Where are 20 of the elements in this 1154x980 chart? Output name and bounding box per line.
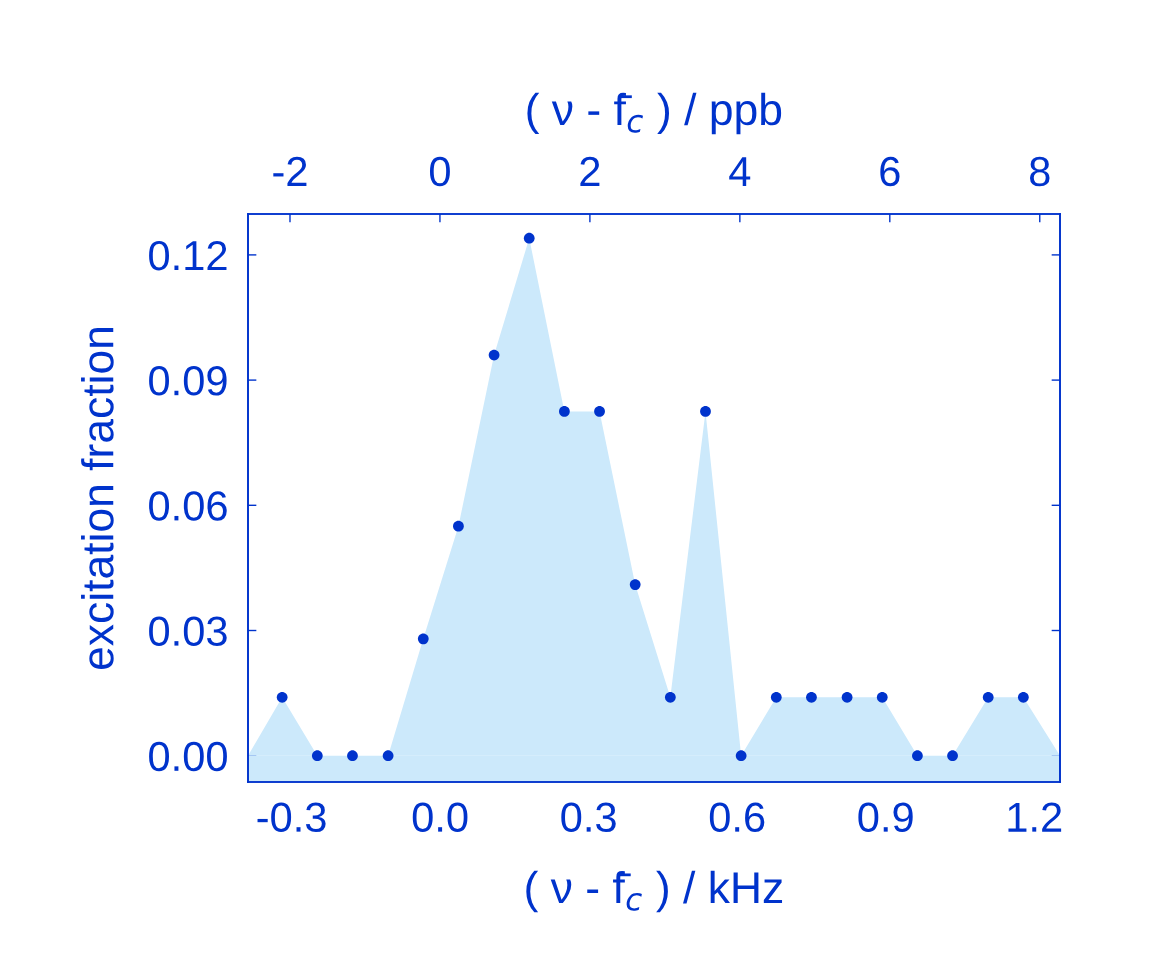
x2-tick-label: -2 <box>273 156 307 186</box>
x-tick-label: 1.2 <box>1008 802 1062 832</box>
x-tick-label: -0.3 <box>257 802 326 833</box>
x2-tick-label: 8 <box>1029 156 1050 187</box>
y-axis-title: excitation fraction <box>81 327 114 670</box>
x-axis-title: ( ν - f̄$_{c}$ ) / kHz <box>526 870 783 913</box>
y-tick-label: 0.09 <box>149 366 227 396</box>
y-tick-label: 0.00 <box>149 741 227 772</box>
x2-tick-label: 6 <box>880 156 900 187</box>
y-tick-label: 0.12 <box>149 240 227 271</box>
y-tick-label: 0.06 <box>149 491 227 521</box>
x2-axis-title: ( ν - f̄$_{c}$ ) / ppb <box>527 92 782 135</box>
x-tick-label: 0.0 <box>412 802 468 833</box>
x-tick-label: 0.6 <box>709 802 765 833</box>
x2-tick-label: 4 <box>729 157 751 186</box>
x2-tick-label: 0 <box>429 156 450 187</box>
x-tick-label: 0.9 <box>858 802 913 833</box>
x-tick-label: 0.3 <box>561 802 616 833</box>
x2-tick-label: 2 <box>580 156 600 186</box>
y-tick-label: 0.03 <box>149 616 227 647</box>
